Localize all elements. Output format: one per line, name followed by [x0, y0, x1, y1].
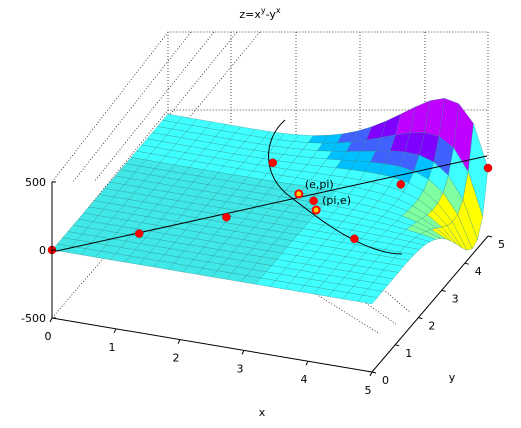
annotation-marker [311, 205, 321, 215]
data-points [47, 158, 493, 255]
x-tick-mark [113, 328, 117, 334]
x-tick-label: 5 [365, 384, 372, 397]
x-tick-label: 2 [173, 352, 180, 365]
y-tick-label: 5 [498, 238, 505, 251]
z-tick-label: -500 [21, 312, 46, 325]
data-point [134, 229, 144, 238]
surface-patch [357, 295, 378, 305]
data-point [222, 212, 231, 222]
y-tick-label: 1 [405, 347, 412, 360]
data-point [483, 163, 493, 173]
z-tick-label: 500 [25, 176, 46, 189]
data-point [396, 180, 406, 189]
x-axis-label: x [259, 406, 266, 419]
annotation-label: (e,pi) [305, 178, 334, 191]
x-tick-mark [369, 371, 373, 377]
y-tick-mark [464, 262, 469, 265]
data-point [268, 158, 278, 168]
x-tick-label: 1 [109, 341, 116, 354]
intersection-curve [268, 119, 403, 255]
annotation-label: (pi,e) [322, 194, 351, 207]
y-tick-label: 4 [475, 265, 482, 278]
annotation-marker [294, 189, 304, 199]
y-tick-label: 0 [382, 374, 389, 387]
x-tick-mark [49, 317, 53, 323]
z-tick-label: 0 [39, 244, 46, 257]
y-tick-label: 3 [452, 292, 459, 305]
x-tick-mark [305, 360, 309, 366]
x-tick-mark [241, 350, 245, 355]
data-point [309, 196, 318, 206]
chart-title: z=xy-yx [239, 6, 281, 21]
y-tick-mark [487, 235, 493, 238]
diagonal-curve [51, 155, 488, 253]
data-point [350, 234, 359, 244]
y-tick-mark [371, 371, 377, 374]
x-tick-label: 4 [301, 373, 308, 386]
curves-layer [51, 119, 488, 255]
y-axis-label: y [449, 371, 456, 384]
x-tick-label: 0 [45, 330, 52, 343]
annotations: (e,pi) (pi,e) [294, 178, 351, 215]
x-tick-mark [177, 339, 181, 344]
y-tick-mark [418, 317, 423, 320]
y-tick-mark [441, 289, 446, 292]
x-tick-label: 3 [237, 362, 244, 375]
y-tick-label: 2 [428, 320, 435, 333]
y-tick-mark [395, 344, 400, 347]
surface-mesh [51, 98, 489, 305]
